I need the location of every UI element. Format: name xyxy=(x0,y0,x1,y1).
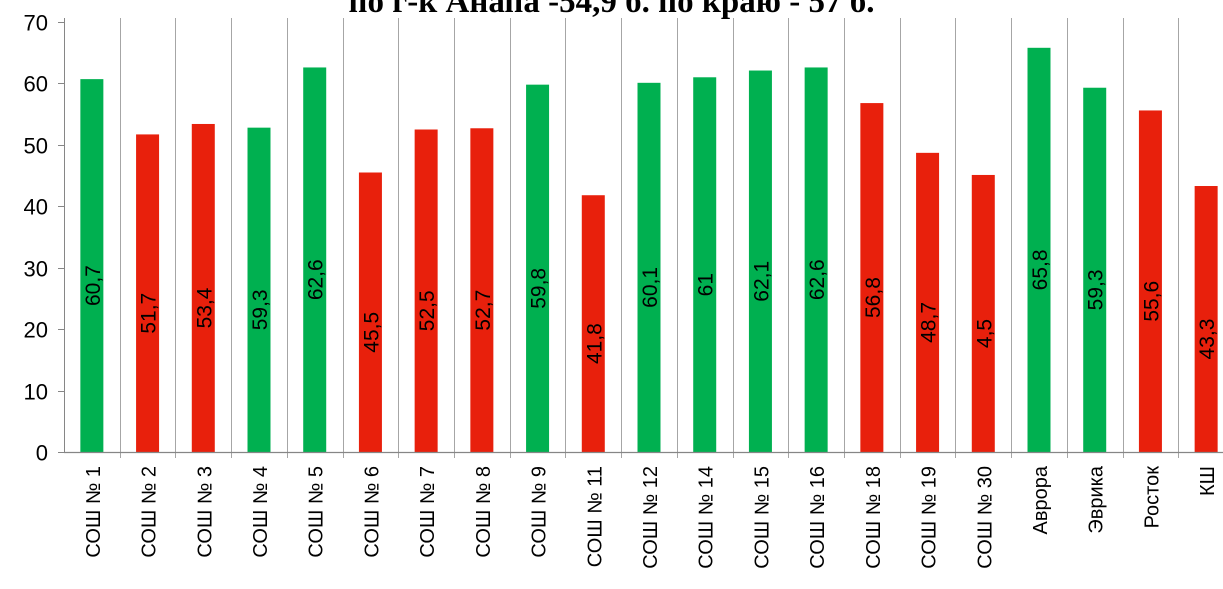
data-label: 43,3 xyxy=(1196,319,1219,360)
x-tick-label: СОШ № 19 xyxy=(919,466,941,569)
bar xyxy=(637,82,661,453)
x-tick-label: Аврора xyxy=(1030,465,1052,534)
data-label: 55,6 xyxy=(1140,281,1163,322)
bar xyxy=(804,67,828,452)
x-tick-label: Эврика xyxy=(1086,465,1108,533)
x-tick-label: СОШ № 4 xyxy=(250,466,272,558)
x-tick-label: СОШ № 5 xyxy=(306,466,328,558)
x-tick-label: СОШ № 30 xyxy=(974,466,996,569)
x-tick-label: СОШ № 8 xyxy=(473,466,495,558)
bar xyxy=(1194,186,1218,452)
data-label: 4,5 xyxy=(973,319,996,348)
data-label: 62,1 xyxy=(750,261,773,302)
data-label: 61 xyxy=(695,273,718,296)
bar xyxy=(358,172,382,452)
data-label: 52,5 xyxy=(416,290,439,331)
bar xyxy=(414,129,438,452)
y-tick-label: 0 xyxy=(36,441,48,466)
x-tick-label: Росток xyxy=(1141,466,1163,529)
y-tick-label: 10 xyxy=(24,380,48,405)
bar xyxy=(1138,110,1162,452)
bar xyxy=(581,195,605,452)
x-tick-label: СОШ № 1 xyxy=(83,466,105,558)
data-label: 62,6 xyxy=(305,259,328,300)
data-label: 59,8 xyxy=(528,268,551,309)
bar xyxy=(693,77,717,453)
bar xyxy=(136,134,160,452)
data-label: 53,4 xyxy=(193,287,216,328)
data-label: 60,7 xyxy=(82,265,105,306)
bar xyxy=(191,123,215,452)
chart-title: по г-к Анапа -54,9 б. по краю - 57 б. xyxy=(348,0,875,20)
x-tick-label: СОШ № 18 xyxy=(863,466,885,569)
bar xyxy=(80,79,104,452)
data-label: 56,8 xyxy=(862,277,885,318)
bar xyxy=(860,103,884,452)
x-tick-label: СОШ № 14 xyxy=(696,466,718,569)
bar xyxy=(247,127,271,453)
data-label: 62,6 xyxy=(806,259,829,300)
x-tick-label: СОШ № 7 xyxy=(417,466,439,558)
x-tick-label: КШ xyxy=(1197,466,1219,496)
y-tick-label: 60 xyxy=(24,72,48,97)
x-tick-label: СОШ № 3 xyxy=(194,466,216,558)
y-tick-label: 70 xyxy=(24,11,48,36)
x-tick-label: СОШ № 16 xyxy=(807,466,829,569)
data-label: 59,3 xyxy=(1085,269,1108,310)
y-tick-label: 30 xyxy=(24,257,48,282)
x-tick-label: СОШ № 12 xyxy=(640,466,662,569)
data-label: 45,5 xyxy=(360,312,383,353)
y-tick-label: 20 xyxy=(24,318,48,343)
bar xyxy=(748,70,772,453)
x-tick-label: СОШ № 6 xyxy=(361,466,383,558)
data-label: 65,8 xyxy=(1029,249,1052,290)
bar xyxy=(470,128,494,452)
x-tick-label: СОШ № 11 xyxy=(584,466,606,567)
bar xyxy=(971,174,995,452)
x-tick-label: СОШ № 9 xyxy=(529,466,551,558)
data-label: 48,7 xyxy=(918,302,941,343)
bar xyxy=(526,84,550,453)
bar xyxy=(303,67,327,452)
data-label: 60,1 xyxy=(639,267,662,308)
y-tick-label: 40 xyxy=(24,195,48,220)
bar xyxy=(1083,87,1107,452)
x-tick-label: СОШ № 2 xyxy=(139,466,161,558)
x-tick-label: СОШ № 15 xyxy=(751,466,773,569)
y-tick-label: 50 xyxy=(24,134,48,159)
data-label: 59,3 xyxy=(249,289,272,330)
data-label: 52,7 xyxy=(472,290,495,331)
data-label: 41,8 xyxy=(583,323,606,364)
data-label: 51,7 xyxy=(138,293,161,334)
bar xyxy=(916,152,940,453)
bar xyxy=(1027,47,1051,453)
